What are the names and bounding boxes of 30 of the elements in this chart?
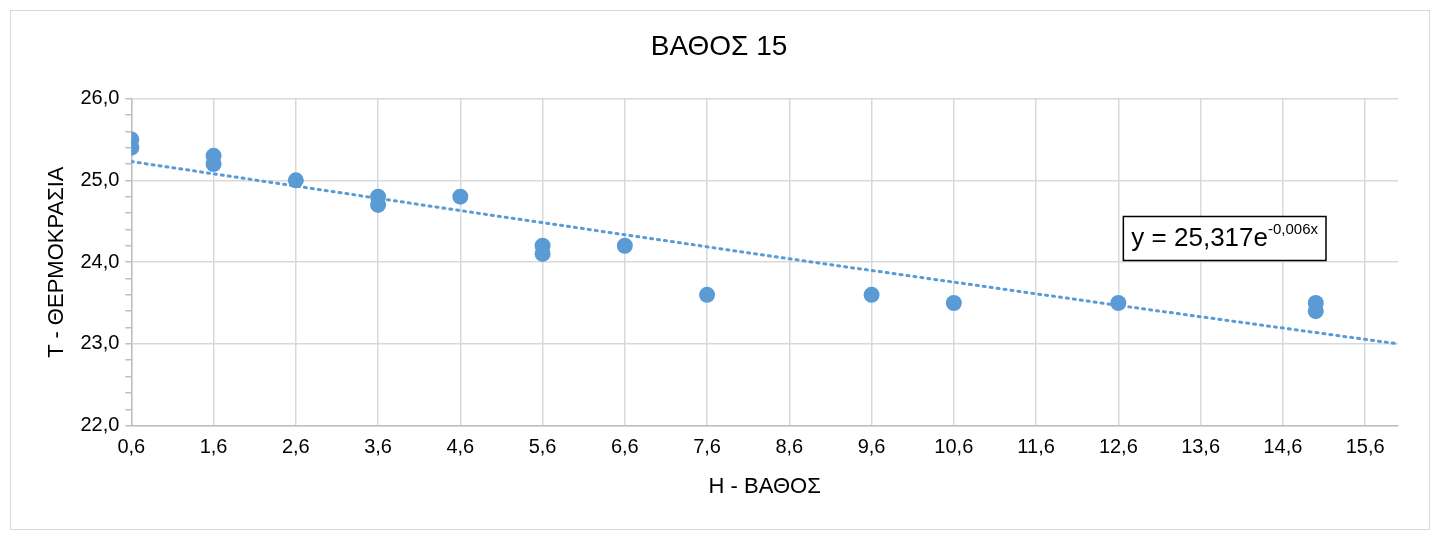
x-tick-label: 0,6 bbox=[117, 435, 146, 458]
point bbox=[945, 294, 962, 311]
x-tick-label: 4,6 bbox=[446, 435, 475, 458]
line-series bbox=[131, 160, 1398, 346]
x-tick-label: 12,6 bbox=[1098, 435, 1138, 458]
x-tick-label: 10,6 bbox=[934, 435, 974, 458]
x-tick-label: 9,6 bbox=[857, 435, 886, 458]
x-tick-label: 5,6 bbox=[528, 435, 557, 458]
y-tick-label: 23,0 bbox=[80, 331, 120, 354]
x-tick-label: 14,6 bbox=[1263, 435, 1303, 458]
x-tick-label: 8,6 bbox=[775, 435, 804, 458]
y-tick-label: 22,0 bbox=[80, 413, 120, 436]
x-tick-label: 2,6 bbox=[281, 435, 310, 458]
point bbox=[616, 237, 633, 254]
point bbox=[863, 286, 880, 303]
chart-title: ΒΑΘΟΣ 15 bbox=[650, 29, 788, 61]
x-tick-label: 1,6 bbox=[199, 435, 228, 458]
y-tick-label: 26,0 bbox=[80, 86, 120, 109]
point bbox=[452, 188, 469, 205]
x-tick-label: 7,6 bbox=[693, 435, 721, 458]
x-axis-title: Η - ΒΑΘΟΣ bbox=[708, 472, 821, 498]
x-tick-label: 3,6 bbox=[364, 435, 392, 458]
x-tick-label: 6,6 bbox=[610, 435, 639, 458]
x-tick-label: 13,6 bbox=[1181, 435, 1221, 458]
y-tick-label: 25,0 bbox=[80, 167, 120, 190]
y-axis-title: Τ - ΘΕΡΜΟΚΡΑΣΙΑ bbox=[43, 166, 69, 358]
x-tick-label: 15,6 bbox=[1345, 435, 1385, 458]
point bbox=[699, 286, 716, 303]
y-tick-label: 24,0 bbox=[80, 249, 120, 272]
x-tick-label: 11,6 bbox=[1017, 435, 1055, 458]
